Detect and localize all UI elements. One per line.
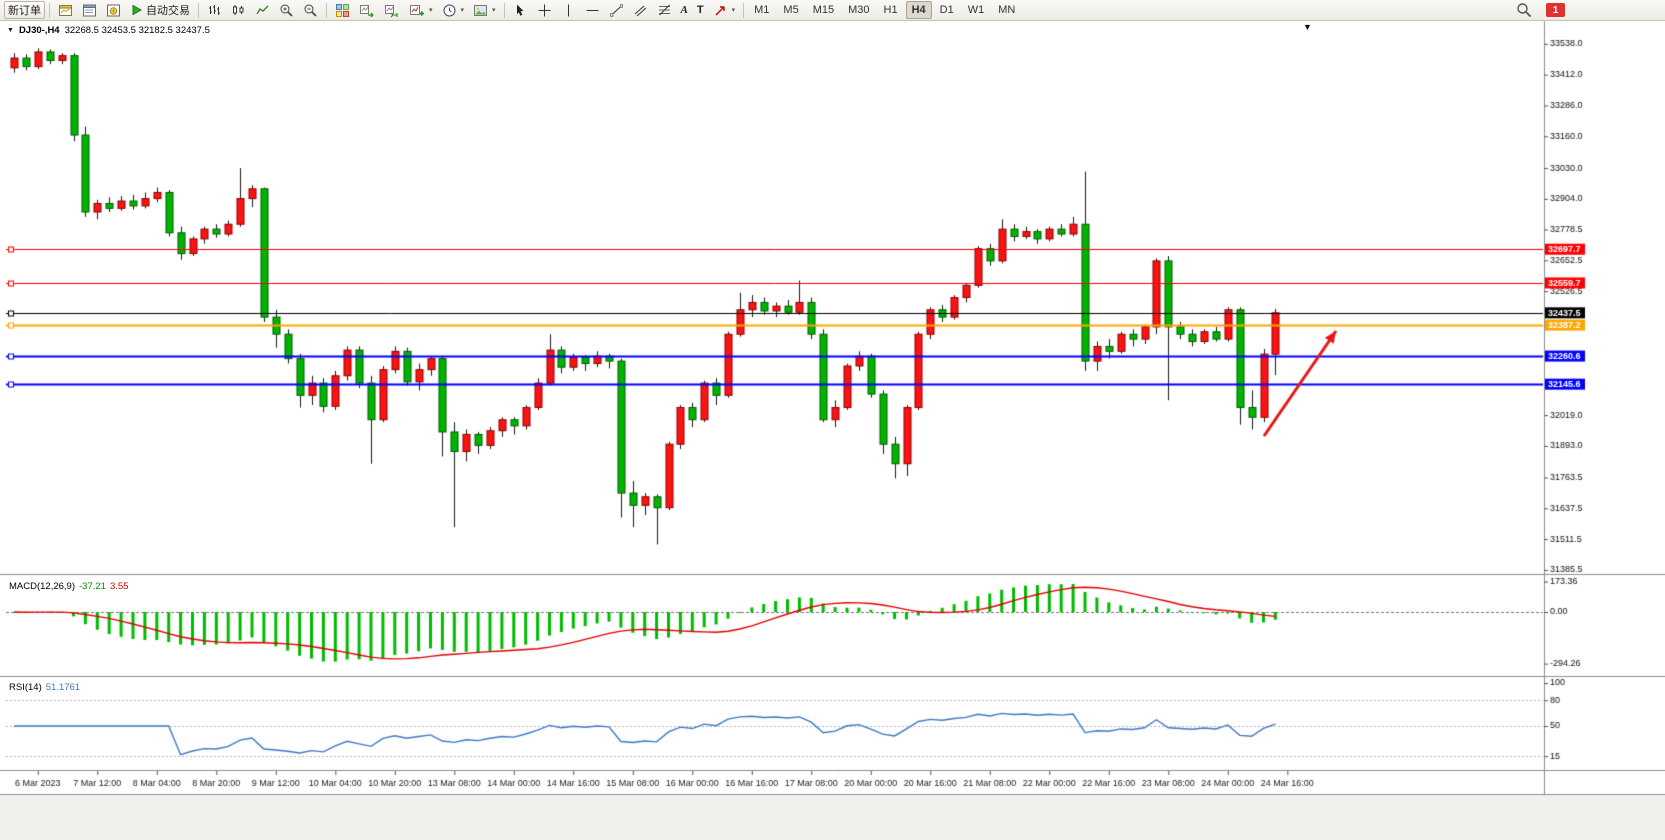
text-tool-button[interactable]: A (677, 1, 692, 19)
auto-trading-icon (132, 4, 143, 16)
navigator-button[interactable] (102, 1, 125, 19)
cursor-icon (516, 4, 524, 16)
vertical-line-button[interactable] (557, 1, 580, 19)
arrows-tool-button[interactable]: ▾ (709, 1, 740, 19)
bar-chart-button[interactable] (203, 1, 226, 19)
template-image-icon (474, 4, 488, 16)
timeframe-button-mn[interactable]: MN (998, 4, 1016, 16)
chevron-down-icon: ▾ (429, 7, 433, 14)
new-order-label: 新订单 (8, 5, 41, 17)
crosshair-icon (538, 4, 551, 16)
toolbar-separator (503, 2, 505, 18)
crosshair-button[interactable] (533, 1, 556, 19)
chevron-down-icon: ▾ (460, 7, 465, 14)
fibonacci-button[interactable] (653, 1, 676, 19)
candlestick-chart-button[interactable] (227, 1, 250, 19)
timeframe-button-h1[interactable]: H1 (883, 4, 898, 16)
search-button[interactable] (1512, 1, 1536, 19)
tile-windows-icon (336, 3, 349, 17)
timeframe-button-m30[interactable]: M30 (848, 4, 870, 16)
auto-trading-label: 自动交易 (146, 5, 190, 17)
horizontal-line-button[interactable] (581, 1, 604, 19)
indicators-button[interactable]: ▾ (405, 1, 437, 19)
timeframe-button-m1[interactable]: M1 (754, 4, 770, 16)
toolbar-right-group: 1 (1512, 1, 1565, 19)
fibonacci-icon (658, 4, 670, 15)
periods-button[interactable]: ▾ (438, 1, 469, 19)
new-chart-icon (59, 4, 72, 16)
timeframe-button-d1[interactable]: D1 (939, 4, 954, 16)
auto-scroll-icon (360, 4, 374, 17)
toolbar-separator (198, 2, 199, 18)
chevron-down-icon: ▾ (492, 7, 496, 14)
horizontal-line-icon (586, 9, 599, 11)
auto-trading-button[interactable]: 自动交易 (126, 1, 194, 19)
chart-shift-icon (385, 4, 398, 17)
tile-windows-button[interactable] (331, 1, 354, 19)
new-chart-button[interactable] (54, 1, 77, 19)
indicators-icon (410, 4, 424, 16)
timeframe-button-w1[interactable]: W1 (967, 4, 985, 16)
candlestick-chart-icon (233, 4, 244, 15)
label-tool-icon: T (696, 4, 704, 16)
line-chart-button[interactable] (251, 1, 274, 19)
timeframe-button-m5[interactable]: M5 (783, 4, 799, 16)
chart-shift-button[interactable] (380, 1, 404, 19)
vertical-line-icon (567, 4, 569, 16)
timeframe-group: M1 M5 M15 M30 H1 H4 D1 W1 MN (748, 1, 1021, 19)
timeframe-button-m15[interactable]: M15 (812, 4, 835, 16)
toolbar-separator (743, 2, 745, 18)
search-icon (1517, 3, 1532, 18)
zoom-in-icon (280, 4, 293, 17)
zoom-out-icon (304, 4, 317, 17)
zoom-in-button[interactable] (275, 1, 298, 19)
trendline-button[interactable] (605, 1, 628, 19)
chevron-down-icon: ▾ (731, 7, 736, 14)
label-tool-button[interactable]: T (693, 1, 708, 19)
auto-scroll-button[interactable] (355, 1, 379, 19)
trendline-icon (609, 3, 623, 17)
navigator-icon (107, 4, 120, 16)
cursor-button[interactable] (509, 1, 532, 19)
timeframe-button-h4[interactable]: H4 (905, 1, 932, 19)
toolbar-separator (49, 2, 50, 18)
channel-button[interactable] (629, 1, 652, 19)
channel-icon (634, 5, 646, 16)
bar-chart-icon (209, 4, 220, 15)
market-watch-button[interactable] (78, 1, 101, 19)
toolbar: 新订单 自动交易 ▾ ▾ ▾ A T ▾ M1 M5 M15 M30 H1 H4 D1 W1 M… (0, 0, 1665, 21)
toolbar-separator (326, 2, 327, 18)
clock-icon (443, 4, 456, 16)
line-chart-icon (256, 5, 269, 14)
templates-button[interactable]: ▾ (469, 1, 500, 19)
new-order-button[interactable]: 新订单 (4, 1, 45, 19)
market-watch-icon (83, 4, 96, 16)
zoom-out-button[interactable] (299, 1, 322, 19)
notification-badge[interactable]: 1 (1546, 3, 1565, 17)
text-tool-icon: A (680, 4, 688, 16)
arrow-tool-icon (715, 5, 725, 15)
